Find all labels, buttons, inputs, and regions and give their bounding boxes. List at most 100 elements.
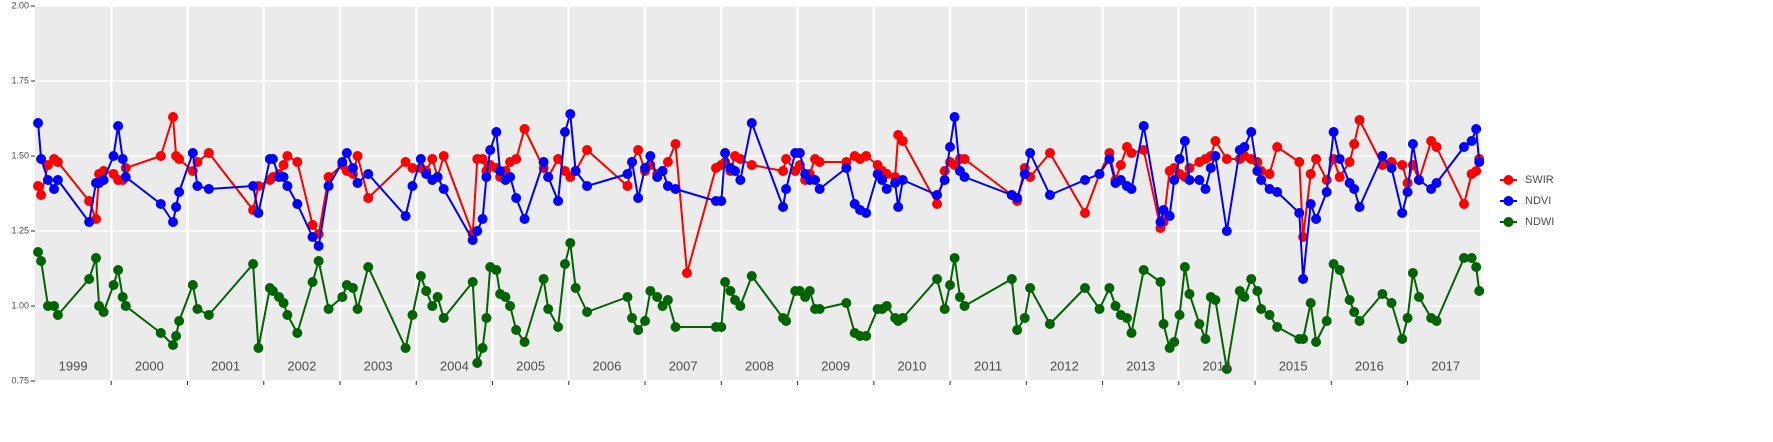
data-point — [1210, 136, 1221, 146]
data-point — [432, 292, 443, 302]
data-point — [1431, 178, 1442, 188]
data-point — [1044, 319, 1055, 329]
data-point — [794, 148, 805, 158]
x-tick-label: 2008 — [745, 358, 774, 373]
data-point — [155, 199, 166, 209]
data-point — [1080, 208, 1091, 218]
data-point — [1121, 313, 1132, 323]
data-point — [278, 160, 289, 170]
data-point — [746, 160, 757, 170]
data-point — [861, 151, 872, 161]
data-point — [1252, 286, 1263, 296]
data-point — [1458, 253, 1469, 263]
data-point — [1431, 142, 1442, 152]
x-tick-label: 2004 — [440, 358, 469, 373]
data-point — [511, 193, 522, 203]
data-point — [352, 151, 363, 161]
y-tick-label: 1.00 — [11, 300, 29, 310]
data-point — [1169, 337, 1180, 347]
data-point — [168, 340, 179, 350]
data-point — [1402, 178, 1413, 188]
data-point — [730, 166, 741, 176]
data-point — [662, 295, 673, 305]
data-point — [1221, 364, 1232, 374]
data-point — [1126, 184, 1137, 194]
data-point — [174, 316, 185, 326]
data-point — [407, 310, 418, 320]
data-point — [477, 343, 488, 353]
data-point — [1298, 334, 1309, 344]
data-point — [481, 172, 492, 182]
data-point — [565, 109, 576, 119]
data-point — [890, 178, 901, 188]
data-point — [282, 181, 293, 191]
data-point — [582, 307, 593, 317]
data-point — [945, 280, 956, 290]
data-point — [1354, 316, 1365, 326]
data-point — [645, 151, 656, 161]
data-point — [1205, 163, 1216, 173]
data-point — [725, 286, 736, 296]
data-point — [52, 175, 63, 185]
data-point — [954, 292, 965, 302]
data-point — [1264, 184, 1275, 194]
x-tick-label: 2016 — [1355, 358, 1384, 373]
data-point — [407, 181, 418, 191]
data-point — [407, 163, 418, 173]
data-point — [1474, 157, 1485, 167]
data-point — [282, 151, 293, 161]
data-point — [155, 328, 166, 338]
data-point — [192, 181, 203, 191]
data-point — [814, 157, 825, 167]
data-point — [1138, 265, 1149, 275]
data-point — [1328, 259, 1339, 269]
data-point — [1210, 151, 1221, 161]
data-point — [1264, 310, 1275, 320]
data-point — [203, 310, 214, 320]
data-point — [253, 343, 264, 353]
data-point — [168, 112, 179, 122]
data-point — [400, 343, 411, 353]
data-point — [1138, 121, 1149, 131]
data-point — [1256, 304, 1267, 314]
data-point — [814, 304, 825, 314]
data-point — [1334, 154, 1345, 164]
data-point — [108, 280, 119, 290]
legend: SWIR NDVI NDWI — [1500, 174, 1554, 228]
data-point — [1298, 274, 1309, 284]
data-point — [1471, 262, 1482, 272]
x-tick-label: 2013 — [1126, 358, 1155, 373]
axes: 0.75 1.00 1.25 1.50 1.75 2.00 1999 2000 2001 2002… — [11, 0, 1460, 385]
data-point — [1184, 175, 1195, 185]
data-point — [1305, 199, 1316, 209]
data-point — [543, 172, 554, 182]
data-point — [282, 310, 293, 320]
data-point — [1179, 262, 1190, 272]
data-point — [959, 154, 970, 164]
data-point — [735, 301, 746, 311]
data-point — [841, 298, 852, 308]
data-point — [670, 184, 681, 194]
data-point — [1294, 208, 1305, 218]
data-point — [477, 214, 488, 224]
data-point — [477, 154, 488, 164]
data-point — [1466, 253, 1477, 263]
data-point — [1294, 157, 1305, 167]
data-point — [117, 292, 128, 302]
data-point — [307, 277, 318, 287]
data-point — [538, 274, 549, 284]
data-point — [1110, 301, 1121, 311]
data-point — [720, 277, 731, 287]
data-point — [640, 316, 651, 326]
data-point — [438, 184, 449, 194]
data-point — [1179, 136, 1190, 146]
data-point — [1184, 289, 1195, 299]
x-tick-label: 2006 — [592, 358, 621, 373]
x-tick-label: 2012 — [1050, 358, 1079, 373]
data-point — [292, 328, 303, 338]
data-point — [939, 175, 950, 185]
data-point — [804, 286, 815, 296]
data-point — [1239, 292, 1250, 302]
data-point — [1239, 142, 1250, 152]
